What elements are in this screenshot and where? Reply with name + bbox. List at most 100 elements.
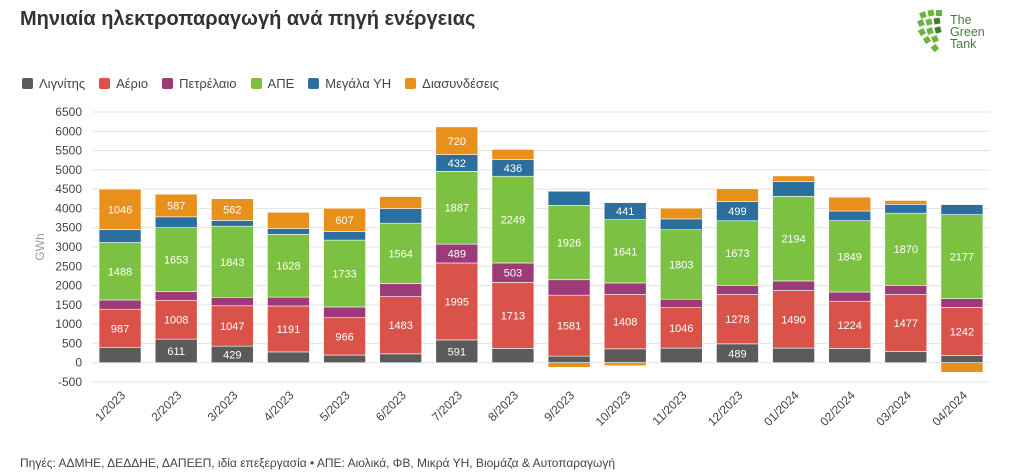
bar-segment xyxy=(603,219,647,284)
data-label: 429 xyxy=(223,349,241,361)
bar-segment xyxy=(940,214,984,299)
y-tick-label: 2500 xyxy=(55,259,82,273)
legend-label: Μεγάλα ΥΗ xyxy=(325,76,392,91)
legend-item: Πετρέλαιο xyxy=(162,76,237,91)
bar-segment xyxy=(940,355,984,364)
bar-segment xyxy=(491,175,535,264)
data-label: 1887 xyxy=(445,203,469,215)
x-tick-label: 1/2023 xyxy=(92,388,128,424)
bar-segment xyxy=(211,296,254,307)
bar-segment xyxy=(884,285,928,295)
data-label: 432 xyxy=(448,158,466,170)
bar-segment xyxy=(547,294,591,357)
bar-segment xyxy=(491,348,535,364)
legend-swatch xyxy=(308,78,320,89)
data-label: 1995 xyxy=(445,296,469,308)
bar-segment xyxy=(547,279,591,296)
bar-segment xyxy=(828,348,871,364)
data-label: 1488 xyxy=(108,266,132,278)
bar-segment xyxy=(547,355,591,364)
y-tick-label: 1500 xyxy=(55,298,82,312)
data-label: 1278 xyxy=(725,314,749,326)
y-tick-label: 3000 xyxy=(55,240,82,254)
y-tick-label: 4000 xyxy=(55,201,82,215)
x-tick-label: 9/2023 xyxy=(541,388,577,424)
data-label: 1641 xyxy=(613,246,637,258)
bar-segment xyxy=(323,354,366,364)
bar-segment xyxy=(267,212,310,229)
bar-segment xyxy=(379,208,422,224)
legend-item: ΑΠΕ xyxy=(250,76,294,91)
data-label: 1713 xyxy=(501,310,525,322)
bar-segment xyxy=(98,299,142,310)
legend-item: Λιγνίτης xyxy=(22,76,85,91)
y-tick-label: 2000 xyxy=(55,279,82,293)
bar-segment xyxy=(603,294,647,350)
bar-segment xyxy=(716,188,759,202)
data-label: 1843 xyxy=(220,257,244,269)
bar-segment xyxy=(491,282,535,349)
legend-item: Διασυνδέσεις xyxy=(405,76,499,91)
bar-segment xyxy=(547,362,591,368)
bar-segment xyxy=(660,207,703,220)
bar-segment xyxy=(323,239,366,308)
bar-segment xyxy=(772,175,815,182)
y-axis-label: GWh xyxy=(33,233,47,260)
stacked-bar-chart: -500 0 500 1000 1500 2000 2500 3000 3500 4000 4500… xyxy=(33,105,990,429)
legend-swatch xyxy=(99,78,111,89)
bar-segment xyxy=(660,229,703,300)
y-tick-label: 5500 xyxy=(55,144,82,158)
bar-segment xyxy=(772,181,815,197)
bar-segment xyxy=(940,362,984,373)
bar-segment xyxy=(940,298,984,308)
bar-segment xyxy=(603,202,647,220)
bar-segment xyxy=(828,291,871,302)
bar-segment xyxy=(435,126,479,155)
x-tick-label: 2/2023 xyxy=(148,388,184,424)
bar-segment xyxy=(716,294,759,345)
bar-segment xyxy=(772,280,815,291)
bar-segment xyxy=(98,242,142,301)
bar-segment xyxy=(828,300,871,349)
bar-segment xyxy=(98,188,142,230)
data-label: 1926 xyxy=(557,238,581,250)
data-label: 562 xyxy=(223,205,241,217)
bar-segment xyxy=(323,306,366,319)
legend-label: Λιγνίτης xyxy=(39,76,86,91)
data-label: 1870 xyxy=(894,244,918,256)
legend-swatch xyxy=(250,78,262,89)
bar-segment xyxy=(379,353,422,364)
data-label: 607 xyxy=(335,215,353,227)
data-label: 1628 xyxy=(276,261,300,273)
x-tick-label: 12/2023 xyxy=(705,388,746,429)
data-label: 1008 xyxy=(164,315,188,327)
bar-segment xyxy=(379,222,422,284)
bar-segment xyxy=(603,348,647,364)
legend-label: Αέριο xyxy=(116,76,149,91)
bar-segment xyxy=(884,200,928,205)
bar-segment xyxy=(828,196,871,212)
logo-line-2: Green xyxy=(950,25,985,39)
data-label: 2249 xyxy=(501,215,525,227)
bar-segment xyxy=(547,190,591,206)
data-label: 1653 xyxy=(164,255,188,267)
y-tick-label: -500 xyxy=(58,375,82,389)
bar-segment xyxy=(154,299,198,340)
bar-segment xyxy=(660,298,703,309)
x-tick-label: 01/2024 xyxy=(761,388,802,429)
data-label: 587 xyxy=(167,201,185,213)
x-tick-label: 04/2024 xyxy=(929,388,970,429)
legend-swatch xyxy=(22,78,33,89)
legend-label: Πετρέλαιο xyxy=(179,76,237,91)
data-label: 987 xyxy=(111,323,129,335)
bar-segment xyxy=(267,305,310,353)
bar-segment xyxy=(828,220,871,293)
bar-segment xyxy=(98,229,142,243)
bar-segment xyxy=(379,283,422,297)
data-label: 489 xyxy=(728,348,746,360)
data-label: 1673 xyxy=(725,248,749,260)
bar-segment xyxy=(98,346,142,364)
bar-segment xyxy=(267,351,310,364)
y-tick-label: 4500 xyxy=(55,182,82,196)
x-tick-label: 8/2023 xyxy=(485,388,521,424)
